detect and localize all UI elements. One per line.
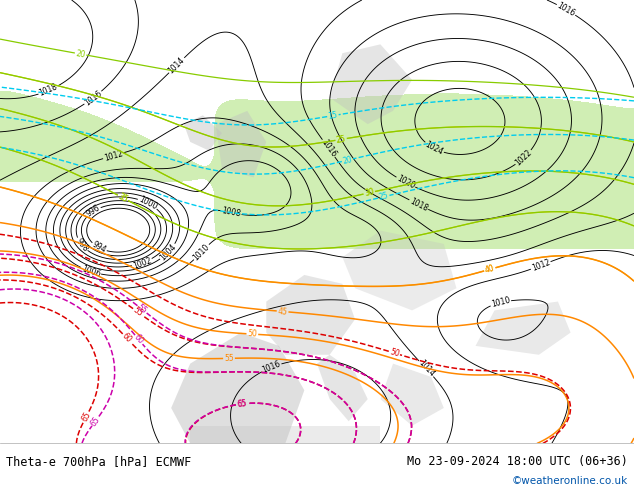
Text: 45: 45	[277, 307, 288, 317]
Text: 65: 65	[236, 399, 247, 409]
Polygon shape	[476, 301, 571, 355]
Text: 15: 15	[327, 110, 339, 121]
Text: 994: 994	[91, 240, 108, 255]
Text: ©weatheronline.co.uk: ©weatheronline.co.uk	[512, 476, 628, 486]
Text: 30: 30	[363, 187, 375, 198]
Text: 60: 60	[120, 332, 133, 345]
Polygon shape	[171, 333, 304, 443]
Text: 1010: 1010	[490, 296, 511, 309]
Text: 65: 65	[89, 415, 102, 428]
Polygon shape	[342, 231, 456, 311]
Text: 30: 30	[363, 187, 375, 198]
Text: 1016: 1016	[320, 138, 338, 159]
Text: 55: 55	[224, 354, 234, 363]
Text: 1012: 1012	[530, 258, 552, 273]
Text: 60: 60	[133, 333, 145, 346]
Text: 20: 20	[342, 155, 353, 166]
Text: 1016: 1016	[82, 89, 103, 107]
Text: 1004: 1004	[158, 242, 178, 262]
Text: 35: 35	[117, 192, 129, 204]
Text: 1018: 1018	[408, 196, 429, 213]
Text: 40: 40	[484, 264, 496, 275]
Text: 996: 996	[85, 204, 102, 219]
Text: 25: 25	[335, 134, 347, 145]
Text: 25: 25	[335, 134, 347, 145]
Text: 65: 65	[236, 399, 247, 409]
Text: 1010: 1010	[191, 242, 212, 262]
Text: 1012: 1012	[103, 149, 124, 163]
Text: 55: 55	[131, 306, 145, 318]
Text: 50: 50	[389, 347, 400, 359]
Polygon shape	[266, 275, 355, 355]
Text: 1002: 1002	[131, 255, 153, 270]
Polygon shape	[190, 426, 380, 443]
Text: 1006: 1006	[80, 264, 101, 279]
Text: 1024: 1024	[424, 140, 444, 157]
Text: 1020: 1020	[395, 174, 417, 191]
Text: 998: 998	[74, 236, 89, 253]
Polygon shape	[216, 111, 266, 177]
Text: 50: 50	[247, 329, 257, 339]
Text: 1014: 1014	[167, 55, 186, 75]
Polygon shape	[330, 44, 412, 124]
Text: 1016: 1016	[555, 1, 577, 18]
Text: 1022: 1022	[514, 148, 534, 168]
Text: 1018: 1018	[38, 83, 59, 98]
Text: 25: 25	[378, 191, 389, 202]
Polygon shape	[184, 115, 222, 151]
Text: 20: 20	[75, 49, 86, 59]
Text: 65: 65	[80, 410, 93, 423]
Text: Theta-e 700hPa [hPa] ECMWF: Theta-e 700hPa [hPa] ECMWF	[6, 455, 191, 467]
Text: 35: 35	[117, 192, 129, 204]
Text: 1014: 1014	[417, 359, 436, 379]
Text: 40: 40	[484, 264, 496, 275]
Text: Mo 23-09-2024 18:00 UTC (06+36): Mo 23-09-2024 18:00 UTC (06+36)	[407, 455, 628, 467]
Polygon shape	[317, 355, 368, 421]
Text: 55: 55	[136, 303, 149, 316]
Text: 1016: 1016	[261, 360, 282, 375]
Polygon shape	[380, 364, 444, 426]
Text: 1000: 1000	[137, 195, 158, 212]
Text: 1008: 1008	[221, 206, 242, 219]
